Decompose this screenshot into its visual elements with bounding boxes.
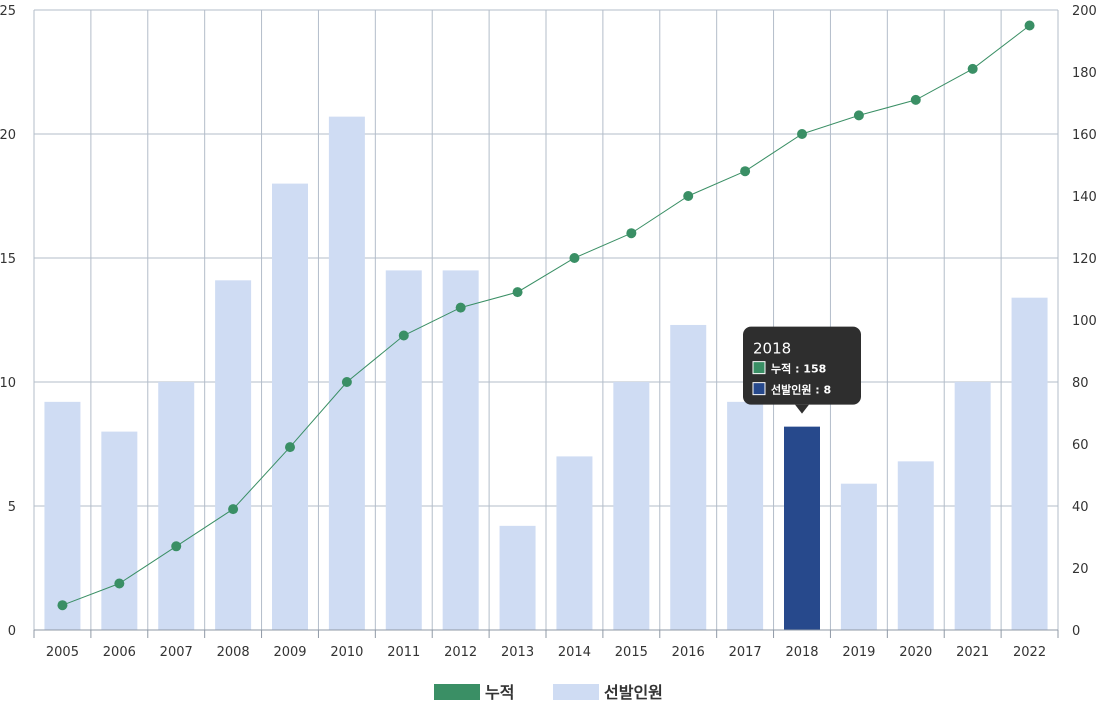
x-tick-label: 2007 [160,645,193,660]
tooltip-title: 2018 [753,340,791,358]
line-point [57,600,68,611]
axes: 2005 2006 2007 2008 2009 2010 2011 2012 2013 2014… [0,4,1096,660]
x-tick-label: 2010 [330,645,363,660]
x-tick-label: 2019 [842,645,875,660]
line-point [967,63,978,74]
line-series [57,20,1035,611]
bar [670,324,707,630]
bar [897,461,934,630]
x-tick-label: 2017 [729,645,762,660]
legend-swatch [434,684,480,700]
x-tick-label: 2020 [899,645,932,660]
y-right-tick-label: 40 [1072,500,1089,515]
line-point [341,377,352,387]
bar [556,456,593,630]
line-point [285,442,295,453]
bar [215,280,252,630]
line-point [853,110,864,121]
grid [33,9,1059,631]
x-tick-label: 2009 [273,645,306,660]
tooltip-swatch [752,382,766,396]
x-tick-label: 2005 [46,645,79,660]
tooltip-pointer [795,404,809,414]
line-point [455,302,466,313]
legend-label: 누적 [485,683,514,702]
y-right-tick-label: 100 [1072,314,1096,329]
x-tick-label: 2013 [501,645,534,660]
bar [158,382,195,630]
bar-series [44,116,1048,630]
line-point [740,166,751,177]
y-right-tick-label: 200 [1072,4,1096,19]
legend: 누적 선발인원 [434,683,663,702]
cumulative-line [62,25,1030,606]
bar [328,116,365,630]
y-right-tick-label: 140 [1072,190,1096,205]
x-tick-label: 2022 [1013,645,1046,660]
y-right-tick-label: 80 [1072,376,1089,391]
y-right-tick-label: 0 [1072,624,1080,639]
x-tick-label: 2012 [444,645,477,660]
y-right-tick-label: 180 [1072,66,1096,81]
line-point [114,578,125,589]
bar [44,401,81,630]
x-tick-label: 2015 [615,645,648,660]
bar [385,270,422,630]
x-tick-label: 2006 [103,645,136,660]
bar [1011,297,1048,630]
x-tick-label: 2021 [956,645,989,660]
y-right-tick-label: 120 [1072,252,1096,267]
line-point [683,191,694,201]
y-left-tick-label: 10 [0,376,16,391]
x-tick-label: 2011 [387,645,420,660]
y-right-tick-label: 60 [1072,438,1089,453]
bar [442,270,479,630]
line-point [910,94,921,105]
bar [613,382,650,630]
legend-label: 선발인원 [604,683,663,702]
y-left-tick-label: 20 [0,128,16,143]
line-point [398,330,409,341]
x-tick-label: 2014 [558,645,591,660]
line-point [797,129,807,139]
y-left-tick-label: 5 [8,500,16,515]
tooltip: 2018 누적 : 158 선발인원 : 8 [743,326,861,414]
line-point [171,541,182,552]
y-right-tick-label: 20 [1072,562,1089,577]
bar [784,426,820,630]
y-right-tick-label: 160 [1072,128,1096,143]
bar [499,525,536,630]
legend-swatch [553,684,599,700]
bar [840,483,877,630]
bar [954,382,991,630]
x-tick-label: 2018 [785,645,818,660]
tooltip-row-label: 선발인원 : 8 [771,383,831,397]
line-point [569,253,580,263]
bar [101,431,138,630]
y-left-tick-label: 0 [8,624,16,639]
x-tick-label: 2008 [217,645,250,660]
y-left-tick-label: 15 [0,252,16,267]
tooltip-row-label: 누적 : 158 [771,362,826,376]
line-point [228,504,239,515]
bar [727,401,764,630]
y-left-tick-label: 25 [0,4,16,19]
tooltip-box [743,326,861,405]
line-point [626,228,637,239]
bar [272,183,308,630]
x-tick-label: 2016 [672,645,705,660]
line-point [1024,20,1035,31]
line-point [512,287,523,298]
tooltip-swatch [752,361,766,375]
